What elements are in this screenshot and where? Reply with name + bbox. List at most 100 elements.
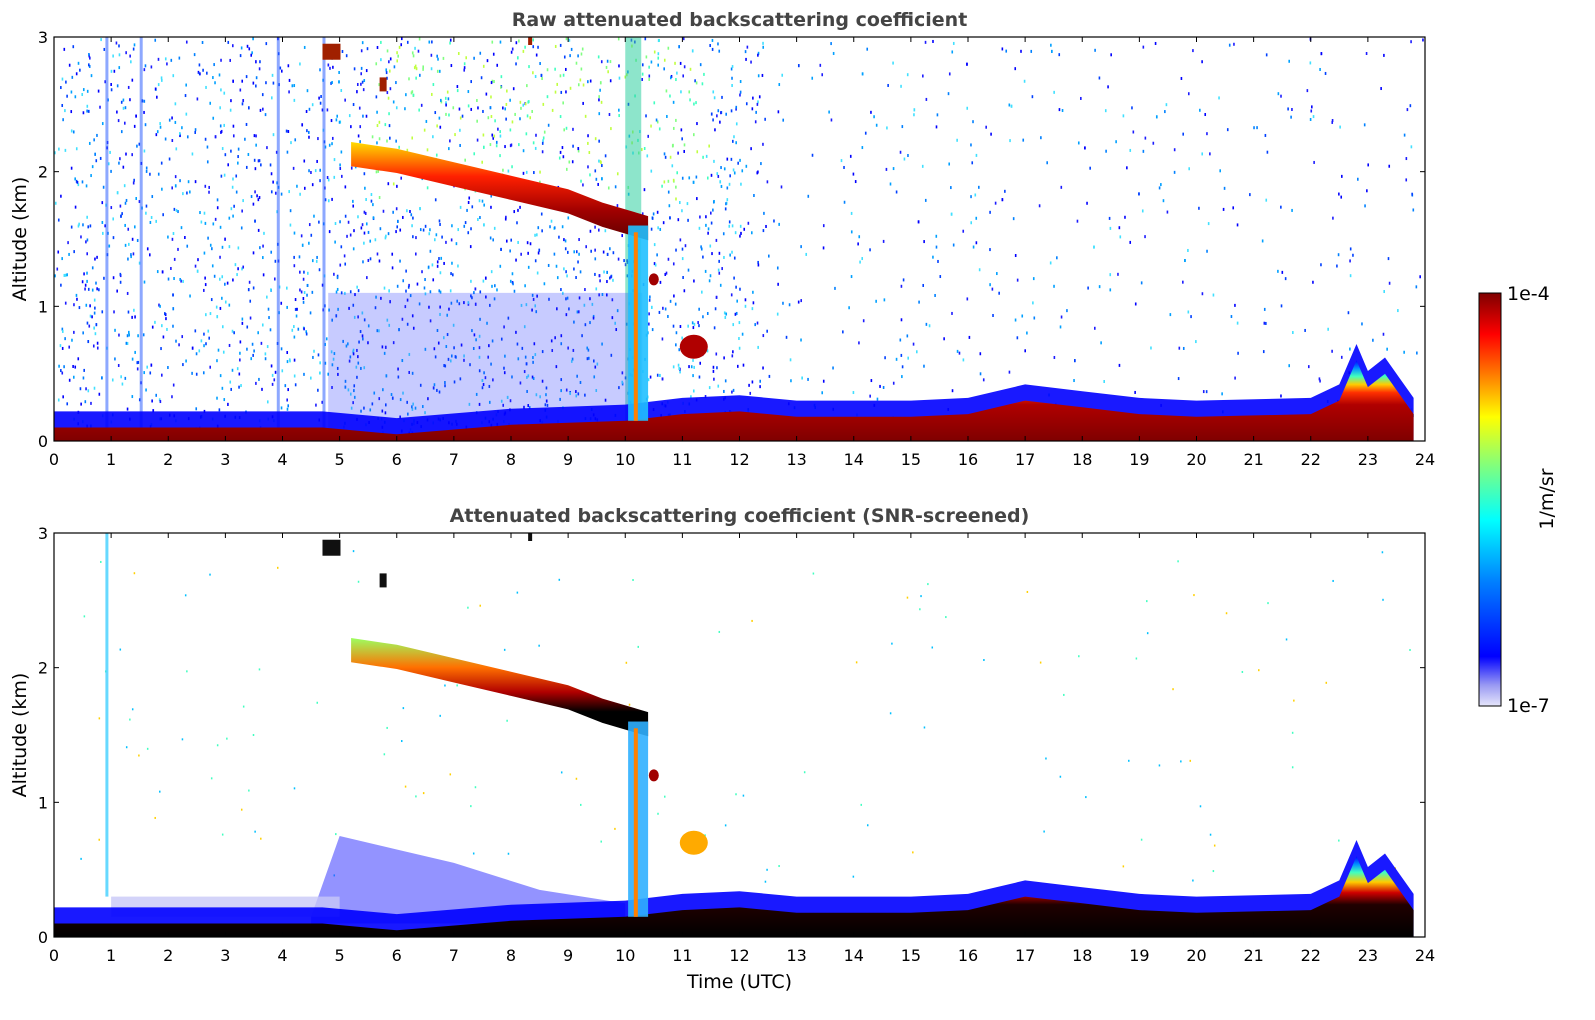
noise-speckle [1277, 269, 1279, 273]
noise-speckle [400, 740, 403, 743]
noise-speckle [364, 211, 367, 215]
noise-speckle [389, 57, 392, 61]
noise-speckle [333, 158, 336, 162]
noise-speckle [1332, 579, 1334, 582]
noise-speckle [172, 307, 175, 311]
noise-speckle [352, 199, 354, 203]
noise-speckle [382, 209, 385, 213]
noise-speckle [649, 295, 651, 299]
noise-speckle [1291, 107, 1293, 111]
noise-speckle [174, 175, 177, 179]
noise-speckle [331, 386, 333, 390]
noise-speckle [79, 387, 82, 391]
noise-speckle [822, 379, 825, 383]
noise-speckle [145, 204, 148, 208]
noise-speckle [594, 248, 596, 252]
noise-speckle [882, 385, 885, 389]
noise-speckle [237, 267, 239, 271]
noise-speckle [396, 59, 399, 63]
noise-speckle [667, 179, 670, 183]
noise-speckle [681, 247, 684, 251]
noise-speckle [246, 347, 248, 351]
noise-speckle [733, 135, 735, 139]
x-tick-label: 16 [958, 946, 978, 965]
noise-speckle [438, 219, 441, 223]
noise-speckle [99, 105, 101, 109]
noise-speckle [885, 167, 888, 171]
noise-speckle [432, 278, 435, 282]
noise-speckle [516, 56, 519, 60]
noise-speckle [116, 289, 118, 293]
noise-speckle [432, 386, 435, 390]
noise-speckle [171, 395, 173, 399]
noise-speckle [744, 304, 747, 308]
noise-speckle [123, 121, 126, 125]
noise-speckle [146, 747, 149, 750]
noise-speckle [385, 71, 388, 75]
noise-speckle [289, 209, 292, 213]
noise-speckle [276, 566, 279, 569]
noise-speckle [233, 331, 235, 335]
noise-speckle [424, 411, 426, 415]
noise-speckle [130, 253, 132, 257]
noise-speckle [221, 325, 224, 329]
noise-speckle [577, 147, 580, 151]
noise-speckle [96, 346, 99, 350]
noise-speckle [324, 198, 327, 202]
noise-speckle [713, 199, 715, 203]
noise-speckle [1234, 376, 1236, 380]
noise-speckle [1325, 681, 1328, 684]
noise-speckle [98, 838, 100, 841]
noise-speckle [1084, 146, 1086, 150]
x-tick-label: 6 [392, 450, 402, 469]
aerosol-features [54, 37, 1414, 441]
noise-speckle [395, 230, 397, 234]
noise-speckle [1403, 350, 1405, 354]
noise-speckle [74, 177, 76, 181]
noise-speckle [762, 45, 765, 49]
noise-speckle [349, 392, 352, 396]
noise-speckle [202, 371, 205, 375]
noise-speckle [280, 301, 283, 305]
noise-speckle [385, 234, 387, 238]
noise-speckle [647, 134, 650, 138]
noise-speckle [418, 108, 420, 112]
noise-speckle [505, 117, 507, 121]
noise-speckle [216, 359, 218, 363]
noise-speckle [473, 333, 476, 337]
noise-speckle [682, 276, 684, 280]
noise-speckle [446, 90, 449, 94]
noise-speckle [520, 252, 522, 256]
noise-speckle [558, 156, 561, 160]
noise-speckle [916, 350, 918, 354]
noise-speckle [1206, 249, 1208, 253]
noise-speckle [1192, 49, 1194, 53]
noise-speckle [273, 378, 276, 382]
noise-speckle [173, 257, 176, 261]
noise-speckle [305, 330, 308, 334]
noise-speckle [1383, 290, 1385, 294]
noise-speckle [470, 805, 472, 808]
noise-speckle [481, 199, 484, 203]
noise-speckle [850, 211, 853, 215]
noise-speckle [712, 365, 715, 369]
noise-speckle [482, 109, 484, 113]
noise-speckle [73, 250, 75, 254]
noise-speckle [511, 120, 514, 124]
noise-speckle [146, 247, 149, 251]
noise-speckle [1140, 281, 1143, 285]
noise-speckle [412, 235, 414, 239]
noise-speckle [750, 231, 753, 235]
noise-speckle [1051, 49, 1053, 53]
noise-speckle [710, 112, 713, 116]
noise-speckle [312, 355, 314, 359]
noise-speckle [216, 206, 219, 210]
noise-speckle [534, 259, 537, 263]
noise-speckle [568, 160, 571, 164]
noise-speckle [726, 157, 729, 161]
noise-speckle [703, 72, 705, 76]
x-tick-label: 12 [729, 946, 749, 965]
noise-speckle [1053, 90, 1055, 94]
noise-speckle [757, 100, 759, 104]
noise-speckle [383, 753, 386, 756]
